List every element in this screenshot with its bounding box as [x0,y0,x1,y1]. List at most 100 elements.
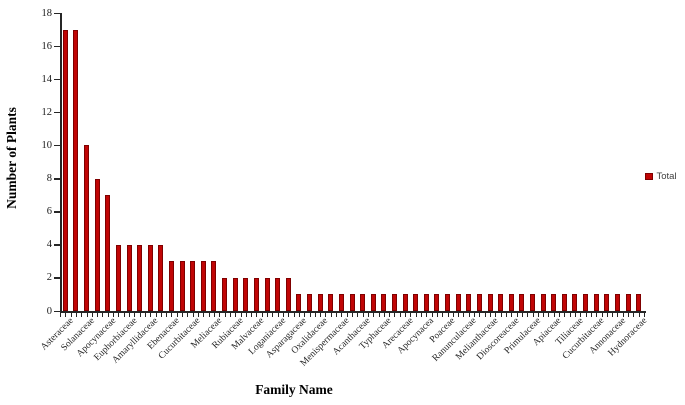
x-axis-tick [585,313,587,317]
x-axis-tick [394,313,396,317]
y-tick-label: 14 [41,73,53,85]
bar [317,294,323,311]
x-axis-tick [564,313,566,317]
x-axis-tick [240,313,242,317]
x-axis-tick [65,313,67,317]
bar [370,294,376,311]
x-axis-tick [436,313,438,317]
x-axis-tick [548,313,550,317]
x-axis-tick [511,313,513,317]
y-axis-tick [54,144,60,147]
x-axis-tick [309,313,311,317]
bar [540,294,546,311]
x-axis-tick [325,313,327,317]
x-axis-tick [622,313,624,317]
x-axis-tick [298,313,300,317]
y-tick-label: 4 [46,239,52,251]
x-axis-tick [415,313,417,317]
x-axis-tick [628,313,630,317]
bar [253,277,259,311]
x-axis-tick [208,313,210,317]
x-axis-tick [373,313,375,317]
x-axis-tick [606,313,608,317]
x-axis-tick [166,313,168,317]
bar [190,261,196,311]
x-axis-tick [474,313,476,317]
x-axis-tick [405,313,407,317]
bar [200,261,206,311]
x-axis-tick [134,313,136,317]
y-axis-tick [54,78,60,81]
x-axis-tick [75,313,77,317]
bar [158,244,164,311]
x-axis-title: Family Name [255,382,333,397]
x-axis-tick [129,313,131,317]
bar [296,294,302,311]
x-axis-tick [288,313,290,317]
x-axis-tick [543,313,545,317]
x-axis-tick [479,313,481,317]
x-axis-tick [490,313,492,317]
bar [561,294,567,311]
bar [126,244,132,311]
y-axis-tick [54,178,60,180]
x-axis-tick [612,313,614,317]
bar [434,294,440,311]
bar [147,244,153,311]
bar [423,294,429,311]
legend: Total [645,171,677,182]
y-axis-tick [54,111,60,114]
x-axis-tick [235,313,237,317]
bar [530,294,535,311]
bar [285,277,291,311]
x-axis-tick [267,313,269,317]
x-axis-tick [580,313,582,317]
bar [455,294,461,311]
x-axis-tick [352,313,353,317]
x-axis-tick [182,313,184,317]
bar [625,294,631,311]
x-axis-tick [304,313,306,317]
x-axis-tick [484,313,486,317]
x-axis-tick [500,313,502,317]
x-axis-tick [452,313,454,317]
bar [498,294,504,311]
y-axis-tick [54,310,60,312]
y-axis-tick [54,277,60,279]
x-axis-tick [245,313,247,317]
x-axis-tick [399,313,401,317]
x-axis-tick [60,313,61,317]
x-axis-tick [330,313,332,317]
x-axis-tick [553,313,555,317]
y-tick-label: 8 [46,173,52,185]
y-tick-label: 0 [46,305,52,317]
y-axis-tick [54,45,60,48]
y-axis-tick [54,244,60,246]
bar [232,277,238,311]
bar [636,294,642,311]
bar [168,261,174,311]
x-axis-tick [261,313,263,317]
x-axis-tick [81,313,83,317]
x-axis-tick [574,313,576,317]
x-axis-tick [617,313,619,317]
x-axis-tick [378,313,380,317]
x-axis-tick [468,313,470,317]
bar [211,261,217,311]
x-axis-tick [389,313,391,317]
bar [583,294,589,311]
x-axis-tick [139,313,141,317]
x-axis-tick [383,313,385,317]
x-axis-tick [229,313,231,317]
y-tick-label: 12 [41,106,53,118]
bar [105,195,111,311]
x-axis-tick [198,313,200,317]
bar [349,294,355,311]
x-axis-tick [421,313,423,317]
x-axis-tick [272,313,274,317]
x-axis-tick [569,313,571,317]
x-axis-tick [86,313,88,317]
bar [84,145,90,311]
bar [593,294,599,311]
x-axis-tick [224,313,226,317]
